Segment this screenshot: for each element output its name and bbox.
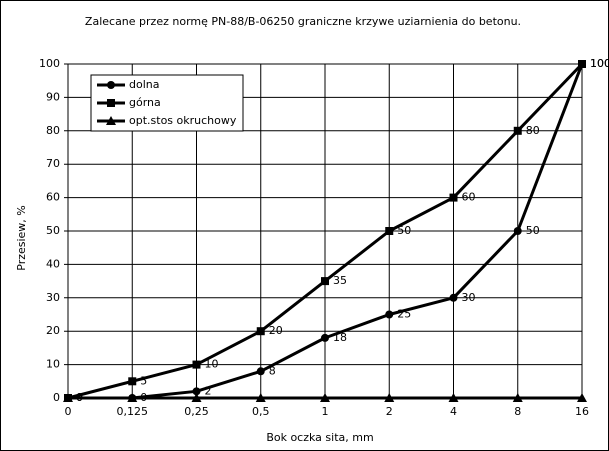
- marker: [448, 393, 459, 402]
- marker: [321, 277, 329, 286]
- marker: [384, 393, 395, 402]
- marker: [578, 60, 586, 68]
- data-label: 8: [269, 364, 276, 377]
- marker: [255, 393, 266, 402]
- x-tick-label: 1: [322, 405, 329, 418]
- marker: [513, 227, 522, 235]
- marker: [192, 360, 201, 369]
- marker: [320, 393, 330, 402]
- y-axis-label: Przesiew, %: [15, 205, 28, 271]
- data-label: 30: [462, 291, 476, 304]
- x-tick-label: 0,5: [252, 405, 270, 418]
- y-tick-label: 0: [53, 391, 60, 404]
- marker: [107, 81, 115, 89]
- data-label: 10: [205, 358, 219, 371]
- data-label: 25: [397, 308, 411, 321]
- marker: [107, 99, 115, 107]
- marker: [385, 227, 394, 235]
- y-tick-label: 10: [46, 358, 60, 371]
- marker: [191, 393, 202, 402]
- legend-label: dolna: [129, 78, 159, 91]
- x-tick-label: 8: [514, 405, 521, 418]
- y-tick-label: 30: [46, 291, 60, 304]
- data-label: 100: [590, 57, 609, 70]
- y-tick-label: 50: [46, 224, 60, 237]
- chart-title: Zalecane przez normę PN-88/B-06250 grani…: [85, 15, 521, 28]
- marker: [106, 116, 116, 125]
- x-tick-label: 0,25: [184, 405, 209, 418]
- data-label: 5: [140, 374, 147, 387]
- data-label: 50: [397, 224, 411, 237]
- y-tick-label: 60: [46, 191, 60, 204]
- y-tick-label: 40: [46, 257, 60, 270]
- data-label: 80: [526, 124, 540, 137]
- y-tick-label: 100: [39, 57, 60, 70]
- marker: [513, 126, 522, 135]
- data-label: 18: [333, 331, 347, 344]
- data-label: 35: [333, 274, 347, 287]
- data-label: 50: [526, 224, 540, 237]
- y-tick-label: 20: [46, 324, 60, 337]
- marker: [449, 293, 458, 302]
- marker: [385, 310, 394, 319]
- x-tick-label: 0: [65, 405, 72, 418]
- marker: [63, 393, 73, 402]
- marker: [449, 193, 458, 202]
- data-label: 2: [205, 384, 212, 397]
- data-label: 100: [590, 57, 609, 70]
- marker: [256, 367, 265, 376]
- y-tick-label: 90: [46, 90, 60, 103]
- marker: [192, 387, 201, 396]
- x-tick-label: 4: [450, 405, 457, 418]
- y-tick-label: 70: [46, 157, 60, 170]
- data-label: 20: [269, 324, 283, 337]
- legend-label: górna: [129, 96, 161, 109]
- x-tick-label: 2: [386, 405, 393, 418]
- legend-label: opt.stos okruchowy: [129, 114, 237, 127]
- x-axis-label: Bok oczka sita, mm: [266, 431, 373, 444]
- marker: [256, 327, 265, 336]
- x-tick-label: 16: [575, 405, 589, 418]
- marker: [128, 377, 137, 386]
- marker: [512, 393, 523, 402]
- marker: [321, 333, 329, 342]
- y-tick-label: 80: [46, 124, 60, 137]
- marker: [577, 393, 587, 402]
- marker: [127, 393, 138, 402]
- x-tick-label: 0,125: [117, 405, 149, 418]
- data-label: 60: [462, 191, 476, 204]
